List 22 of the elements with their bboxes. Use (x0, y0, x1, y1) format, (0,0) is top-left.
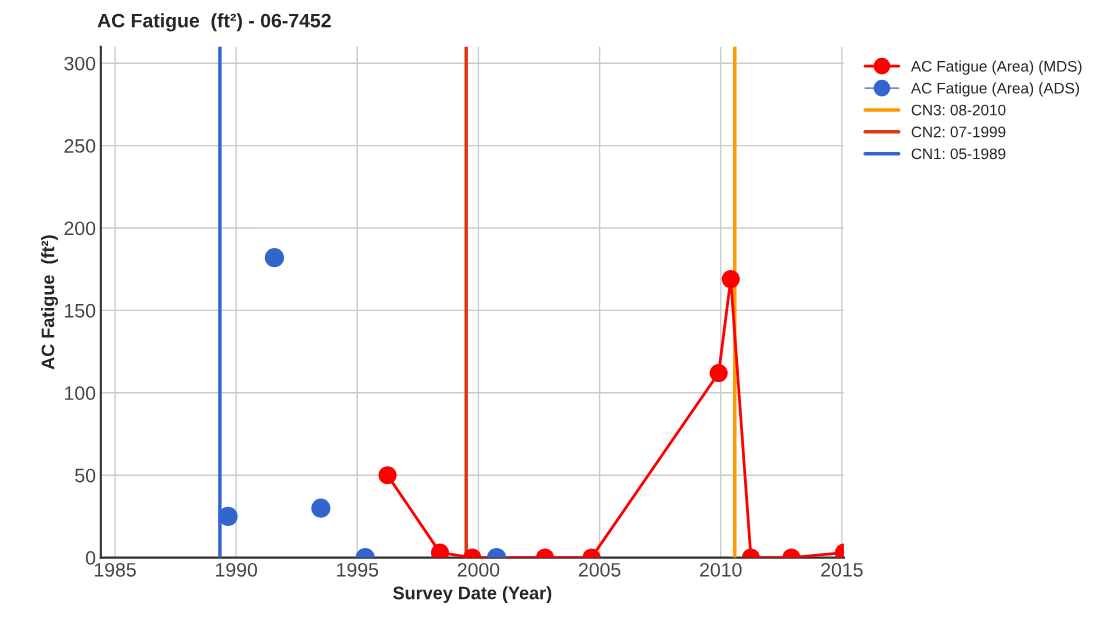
x-tick-label: 2010 (700, 562, 742, 577)
y-tick-label: 50 (75, 468, 96, 483)
x-tick-label: 2000 (457, 562, 500, 577)
x-tick-label: 2005 (578, 562, 621, 577)
y-tick-label: 200 (64, 221, 96, 236)
legend-label: CN3: 08-2010 (911, 104, 1006, 116)
x-tick-label: 1995 (337, 562, 379, 577)
legend-label: AC Fatigue (Area) (MDS) (910, 60, 1082, 75)
x-tick-label: 2015 (821, 562, 863, 577)
y-tick-label: 300 (64, 56, 96, 71)
legend-label: AC Fatigue (Area) (ADS) (910, 82, 1079, 97)
y-tick-label: 100 (65, 386, 96, 401)
y-tick-label: 150 (65, 303, 96, 318)
x-tick-label: 1990 (216, 562, 258, 577)
y-tick-label: 0 (85, 551, 96, 565)
y-tick-label: 250 (64, 139, 96, 153)
chart-title: AC Fatigue (ft²) - 06-7452 (97, 13, 331, 32)
x-tick-label: 1985 (94, 562, 136, 577)
legend-label: CN2: 07-1999 (911, 126, 1006, 138)
y-axis-title: AC Fatigue (ft²) (41, 235, 58, 370)
legend-label: CN1: 05-1989 (911, 148, 1006, 160)
x-axis-title: Survey Date (Year) (393, 586, 552, 603)
